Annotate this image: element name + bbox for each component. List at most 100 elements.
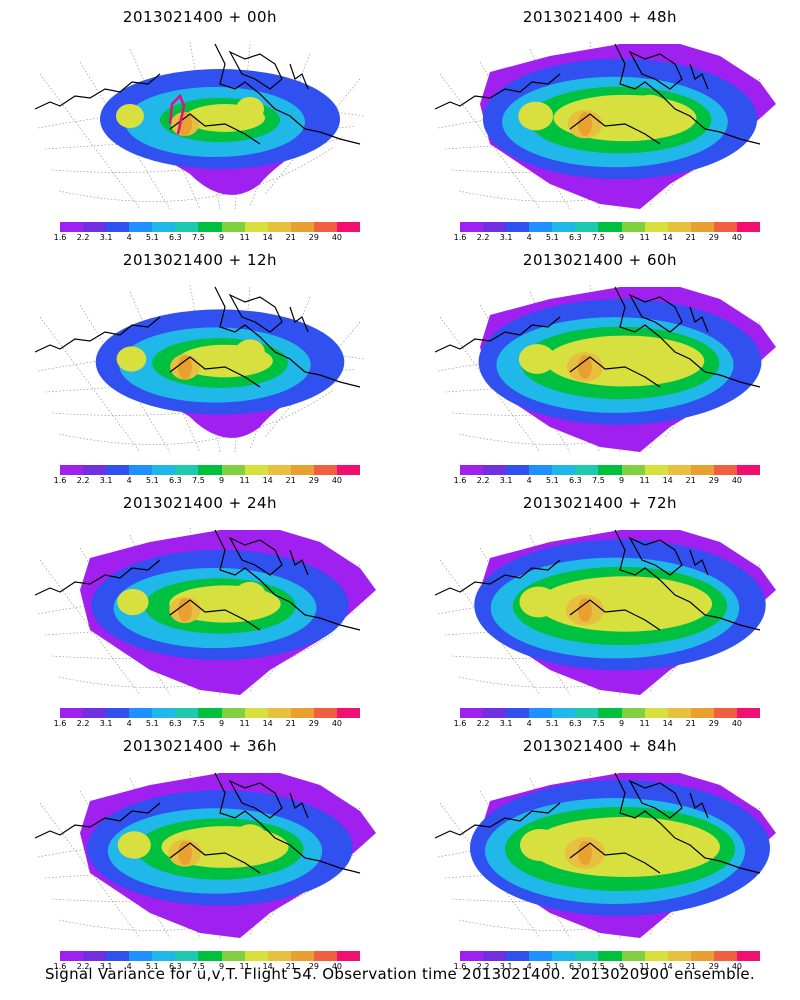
colorbar-label: 6.3 [169,476,182,485]
colorbar-label: 40 [331,476,343,485]
colorbar-swatch [336,951,361,961]
colorbar-labels: 1.6 2.2 3.1 4 5.1 6.3 7.5 9 11 14 21 29 40 [454,962,760,972]
colorbar-swatch [506,708,530,718]
colorbar-label: 3.1 [99,962,113,971]
colorbar-label: 6.3 [169,719,182,728]
colorbar-swatch [290,222,314,232]
colorbar-swatch [198,222,222,232]
colorbar-label: 14 [262,233,273,242]
variance-map [34,41,365,210]
colorbar-label: 21 [285,719,296,728]
colorbar-swatch [621,222,645,232]
colorbar-label: 40 [331,719,343,728]
colorbar-swatch [267,222,291,232]
colorbar-label: 11 [639,233,650,242]
colorbar-swatch [60,465,84,475]
colorbar-swatch [267,951,291,961]
panel-title: 2013021400 + 24h [122,494,278,512]
colorbar-swatch [290,708,314,718]
colorbar-labels: 1.6 2.2 3.1 4 5.1 6.3 7.5 9 11 14 21 29 40 [54,962,360,972]
colorbar [460,222,761,232]
variance-map [434,284,776,453]
panel-title: 2013021400 + 36h [122,737,278,755]
colorbar-swatch [483,951,507,961]
colorbar-label: 1.6 [453,233,467,242]
panel-title: 2013021400 + 72h [522,494,678,512]
variance-map [434,770,776,939]
colorbar-swatch [736,222,761,232]
colorbar-swatch [244,951,268,961]
variance-map [434,527,776,696]
panel-title: 2013021400 + 84h [522,737,678,755]
colorbar-swatch [267,708,291,718]
colorbar-label: 14 [662,962,673,971]
colorbar-label: 3.1 [499,233,513,242]
colorbar-swatch [106,951,130,961]
colorbar-swatch [690,465,714,475]
colorbar-label: 6.3 [569,719,582,728]
colorbar-label: 3.1 [99,476,113,485]
colorbar-swatch [483,465,507,475]
colorbar-label: 29 [308,719,319,728]
colorbar-label: 4 [526,476,532,485]
colorbar-label: 7.5 [592,719,605,728]
colorbar-label: 4 [126,719,132,728]
colorbar-swatch [506,951,530,961]
colorbar-label: 1.6 [53,962,67,971]
colorbar-swatch [175,465,199,475]
colorbar-label: 29 [708,233,719,242]
map-panel: 2013021400 + 24h 1.6 2.2 3.1 4 5.1 6.3 7.5 9 11 14… [0,486,400,728]
colorbar-label: 2.2 [476,233,490,242]
colorbar-label: 9 [618,719,625,728]
colorbar-label: 11 [239,476,250,485]
colorbar-swatch [129,222,153,232]
colorbar-swatch [152,222,176,232]
colorbar-swatch [506,465,530,475]
colorbar-swatch [290,951,314,961]
colorbar-label: 9 [218,962,225,971]
colorbar-swatch [644,222,668,232]
panel-title: 2013021400 + 48h [522,8,678,26]
colorbar-swatch [644,951,668,961]
colorbar-label: 11 [639,962,650,971]
colorbar-swatch [736,951,761,961]
colorbar-label: 11 [239,719,250,728]
colorbar-label: 29 [708,719,719,728]
colorbar-label: 29 [308,962,319,971]
colorbar-swatch [313,951,337,961]
colorbar-label: 11 [639,476,650,485]
colorbar-label: 5.1 [145,962,159,971]
colorbar-label: 14 [662,476,673,485]
colorbar-label: 11 [239,233,250,242]
colorbar-swatch [175,951,199,961]
variance-map [34,770,376,939]
colorbar-swatch [129,951,153,961]
colorbar-swatch [244,708,268,718]
colorbar-swatch [175,222,199,232]
colorbar-label: 5.1 [145,719,159,728]
colorbar [60,708,361,718]
colorbar-swatch [598,465,622,475]
colorbar-label: 5.1 [545,476,559,485]
colorbar-label: 9 [218,476,225,485]
colorbar-swatch [552,708,576,718]
colorbar-label: 2.2 [476,719,490,728]
colorbar-label: 6.3 [569,962,582,971]
colorbar-swatch [529,951,553,961]
colorbar-label: 1.6 [453,719,467,728]
colorbar-label: 4 [126,476,132,485]
colorbar-label: 4 [526,719,532,728]
colorbar-label: 14 [262,476,273,485]
colorbar-label: 14 [662,719,673,728]
colorbar-swatch [529,465,553,475]
colorbar-label: 3.1 [499,719,513,728]
colorbar-swatch [129,708,153,718]
variance-map [434,41,776,210]
colorbar-label: 29 [708,476,719,485]
colorbar-swatch [667,708,691,718]
colorbar-swatch [106,222,130,232]
colorbar-swatch [690,951,714,961]
colorbar-label: 1.6 [53,233,67,242]
colorbar-label: 21 [685,476,696,485]
colorbar-label: 2.2 [76,233,90,242]
